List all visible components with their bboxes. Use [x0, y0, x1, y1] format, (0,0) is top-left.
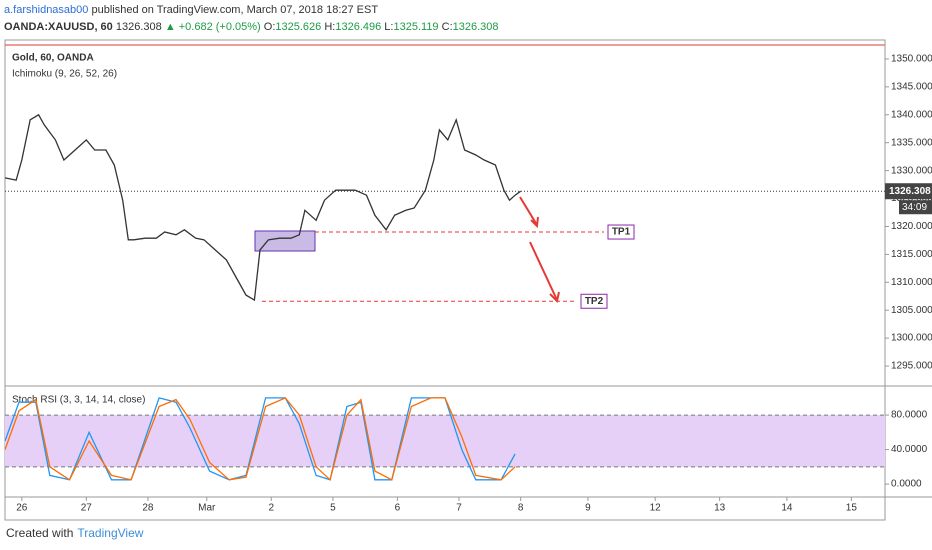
- author[interactable]: a.farshidnasab00: [4, 4, 89, 16]
- x-tick-label: 14: [781, 503, 793, 514]
- y-tick-label: 1315.000: [891, 249, 932, 260]
- arrow-head-1: [530, 216, 539, 229]
- last: 1326.308: [115, 21, 162, 33]
- x-tick-label: Mar: [198, 503, 216, 514]
- band-fill: [5, 415, 885, 467]
- chart: Gold, 60, OANDA Ichimoku (9, 26, 52, 26)…: [4, 39, 932, 521]
- y-tick-label: 80.0000: [891, 410, 928, 421]
- l-label: L:: [384, 21, 394, 33]
- y-tick-label: 1300.000: [891, 333, 932, 344]
- range-box: [254, 230, 316, 252]
- brand[interactable]: TradingView: [77, 526, 144, 540]
- arrows: [519, 196, 560, 303]
- target-box: [580, 293, 608, 309]
- x-tick-label: 26: [16, 503, 28, 514]
- arrow-2: [529, 241, 558, 301]
- x-tick-label: 9: [585, 503, 591, 514]
- target-box: [607, 224, 635, 240]
- c-label: C:: [441, 21, 453, 33]
- x-tick-label: 15: [846, 503, 858, 514]
- main-title: Gold, 60, OANDA: [12, 53, 94, 64]
- o: 1325.626: [275, 21, 322, 33]
- stoch-title: Stoch RSI (3, 3, 14, 14, close): [12, 395, 145, 406]
- y-tick-label: 1330.000: [891, 165, 932, 176]
- target-label: TP2: [585, 296, 604, 307]
- y-tick-label: 0.0000: [891, 479, 922, 490]
- y-tick-label: 1295.000: [891, 361, 932, 372]
- y-tick-label: 1305.000: [891, 305, 932, 316]
- price-line: [4, 113, 522, 302]
- countdown: 34:09: [902, 202, 927, 213]
- h: 1326.496: [335, 21, 382, 33]
- c: 1326.308: [452, 21, 499, 33]
- y-tick-label: 1320.000: [891, 221, 932, 232]
- x-tick-label: 28: [142, 503, 154, 514]
- footer: Created with TradingView: [6, 526, 143, 540]
- x-tick-label: 2: [268, 503, 274, 514]
- last-price-box: [885, 183, 932, 200]
- last-price-label: 1326.308: [889, 186, 931, 197]
- x-tick-label: 13: [714, 503, 726, 514]
- y-tick-label: 1335.000: [891, 137, 932, 148]
- target-label: TP1: [612, 227, 631, 238]
- indicator: Ichimoku (9, 26, 52, 26): [12, 69, 117, 80]
- o-label: O:: [263, 21, 276, 33]
- y-tick-label: 1310.000: [891, 277, 932, 288]
- countdown-box: [899, 200, 932, 215]
- published: published on TradingView.com, March 07, …: [91, 4, 379, 16]
- x-tick-label: 8: [518, 503, 524, 514]
- symbol: OANDA:XAUUSD, 60: [4, 21, 113, 33]
- y-tick-label: 40.0000: [891, 444, 928, 455]
- y-tick-label: 1350.000: [891, 54, 932, 65]
- x-tick-label: 27: [81, 503, 93, 514]
- change: ▲ +0.682 (+0.05%): [164, 21, 261, 33]
- created: Created with: [6, 526, 74, 540]
- x-tick-label: 12: [650, 503, 662, 514]
- arrow-1: [519, 196, 538, 226]
- x-tick-label: 5: [330, 503, 336, 514]
- y-tick-label: 1340.000: [891, 109, 932, 120]
- x-tick-label: 7: [456, 503, 462, 514]
- l: 1325.119: [393, 21, 439, 33]
- x-tick-label: 6: [395, 503, 401, 514]
- header: a.farshidnasab00 published on TradingVie…: [4, 2, 499, 36]
- price-line: [4, 397, 516, 482]
- h-label: H:: [324, 21, 336, 33]
- y-tick-label: 1345.000: [891, 82, 932, 93]
